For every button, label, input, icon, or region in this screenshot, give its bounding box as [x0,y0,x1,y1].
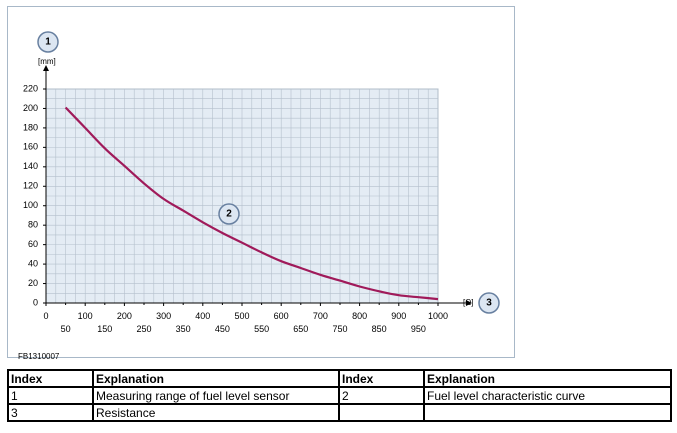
table-cell: Measuring range of fuel level sensor [92,386,340,405]
table-cell: 2 [338,386,425,405]
x-tick-label: 700 [313,311,328,321]
y-tick-label: 160 [23,142,38,152]
x-tick-label: 600 [274,311,289,321]
callout-number: 1 [45,37,51,48]
table-row: 1 Measuring range of fuel level sensor 2… [7,386,672,405]
x-tick-label: 100 [78,311,93,321]
callout-circle [478,292,500,314]
header-index: Index [338,369,425,388]
header-explanation: Explanation [423,369,672,388]
y-axis-arrow [43,65,49,71]
table-cell: Fuel level characteristic curve [423,386,672,405]
x-tick-label-minor: 650 [293,324,308,334]
y-tick-label: 140 [23,161,38,171]
legend-table: Index Explanation Index Explanation 1 Me… [7,369,672,422]
x-tick-label-minor: 850 [372,324,387,334]
table-cell [423,403,672,422]
y-tick-label: 100 [23,200,38,210]
x-tick-label-minor: 350 [176,324,191,334]
header-explanation: Explanation [92,369,340,388]
y-tick-label: 200 [23,103,38,113]
y-tick-label: 220 [23,83,38,93]
series-line-fuel-level [64,106,439,301]
y-tick-label: 180 [23,122,38,132]
callout-curve: 2 [218,203,240,225]
x-tick-label: 500 [234,311,249,321]
chart-canvas: 0 20 40 60 80 100 120 140 160 180 200 220 0 100 200 300… [23,31,500,334]
table-row: 3 Resistance [7,403,672,422]
x-tick-label-minor: 250 [136,324,151,334]
x-tick-label: 800 [352,311,367,321]
callout-circle [218,203,240,225]
x-tick-label-minor: 750 [332,324,347,334]
chart-figure: 0 20 40 60 80 100 120 140 160 180 200 220 0 100 200 300… [7,6,515,361]
x-tick-label: 400 [195,311,210,321]
table-header-row: Index Explanation Index Explanation [7,369,672,388]
y-tick-label: 20 [28,278,38,288]
x-tick-label: 1000 [428,311,448,321]
x-tick-label: 200 [117,311,132,321]
callout-number: 3 [486,298,492,309]
callout-number: 2 [226,209,232,220]
x-tick-label: 300 [156,311,171,321]
x-tick-label: 900 [391,311,406,321]
x-tick-label-minor: 950 [411,324,426,334]
x-axis-arrow [466,300,472,306]
table-cell: 3 [7,403,94,422]
y-tick-label: 60 [28,239,38,249]
callout-circle [37,31,59,53]
grid-lines [46,89,438,303]
x-tick-label-minor: 450 [215,324,230,334]
table-cell: 1 [7,386,94,405]
header-index: Index [7,369,94,388]
y-tick-label: 0 [33,297,38,307]
y-axis-label: [mm] [38,57,56,66]
x-tick-label-minor: 150 [97,324,112,334]
callout-x-axis: 3 [478,292,500,314]
table-cell: Resistance [92,403,340,422]
tick-labels: 0 20 40 60 80 100 120 140 160 180 200 220 0 100 200 300… [23,83,448,334]
y-tick-label: 80 [28,220,38,230]
callout-y-axis: 1 [37,31,59,53]
x-tick-label-minor: 50 [61,324,71,334]
table-cell [338,403,425,422]
x-axis-label: [Ω] [463,298,473,307]
y-tick-label: 40 [28,258,38,268]
x-tick-label: 0 [43,311,48,321]
y-tick-label: 120 [23,181,38,191]
x-tick-label-minor: 550 [254,324,269,334]
figure-id: FB1310007 [18,352,60,361]
